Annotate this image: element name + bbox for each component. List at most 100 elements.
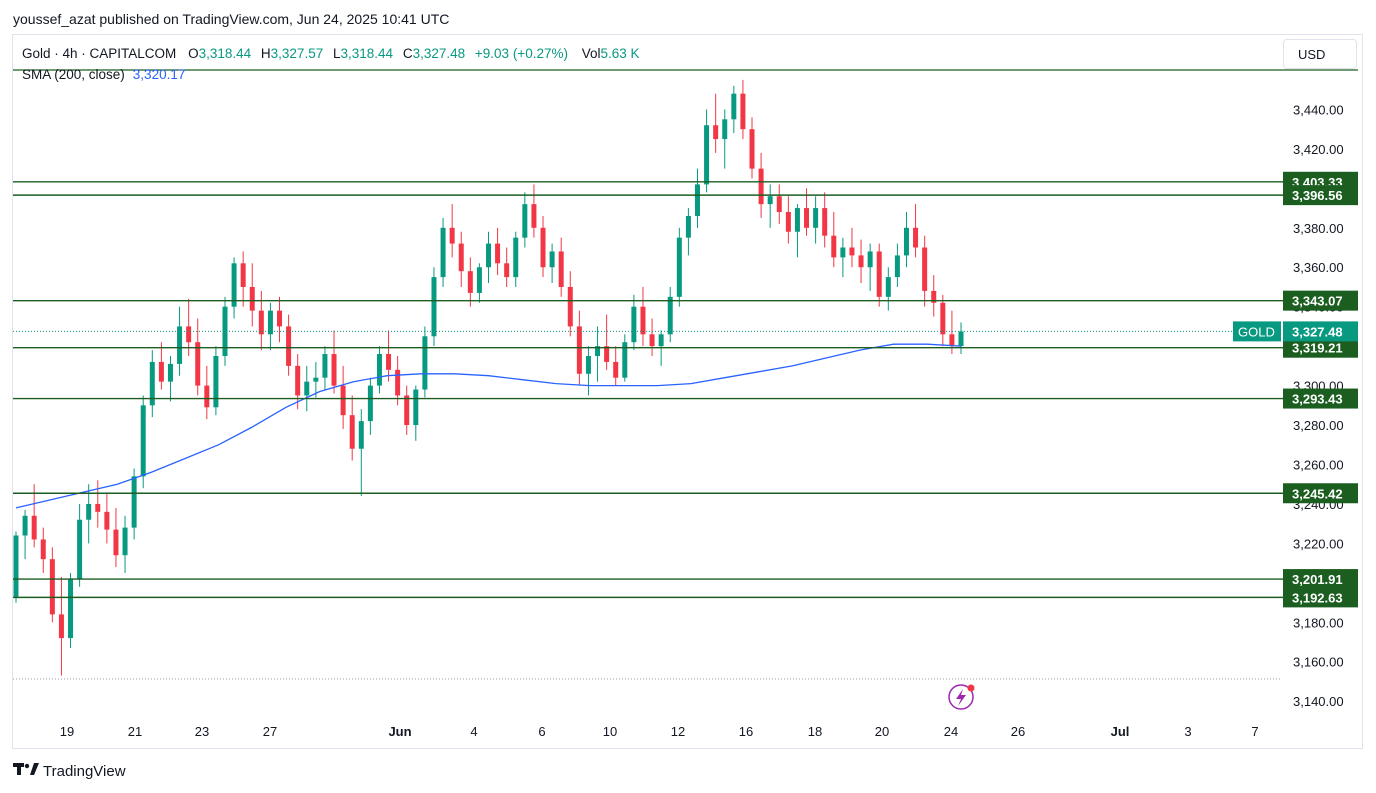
x-tick-label: 16 [739,724,753,739]
candle-body [767,196,773,205]
candle-body [731,93,737,120]
level-price-label: 3,201.91 [1292,572,1343,587]
candle-body [604,346,610,362]
candle-body [849,247,855,256]
candle-body [49,559,55,615]
level-price-label: 3,396.56 [1292,188,1343,203]
candle-body [195,342,201,386]
candle-body [913,227,919,248]
candles-group [13,79,964,676]
candle-body [894,255,900,278]
candle-body [504,263,510,278]
candle-body [31,515,37,540]
candle-body [286,326,292,366]
candle-body [458,243,464,272]
symbol-label[interactable]: Gold · 4h · CAPITALCOM [22,46,177,61]
y-tick-label: 3,140.00 [1293,694,1344,709]
candle-body [794,208,800,232]
high-label: H [260,46,271,61]
candle-body [104,511,110,530]
candle-body [358,421,364,449]
candle-body [576,326,582,374]
level-price-tag [1283,587,1358,608]
candle-body [204,385,210,408]
x-tick-label: Jul [1111,724,1130,739]
candle-body [58,614,64,639]
candle-body [595,346,601,357]
candle-body [413,389,419,426]
candle-body [785,212,791,232]
candle-body [676,237,682,297]
candle-body [322,354,328,378]
candle-body [495,243,501,264]
candle-body [704,125,710,185]
level-price-tag [1283,185,1358,206]
candle-body [822,208,828,236]
x-tick-label: 6 [538,724,545,739]
candle-body [86,503,92,520]
flash-glyph [956,689,966,706]
candle-body [431,277,437,337]
tradingview-logo[interactable]: TradingView [13,762,126,780]
candle-body [949,334,955,347]
x-tick-label: 7 [1251,724,1258,739]
candle-body [658,334,664,347]
close-value: 3,327.48 [412,46,466,61]
candle-body [95,503,101,512]
symbol-tag-label: GOLD [1238,324,1275,339]
candle-body [231,263,237,307]
currency-button[interactable]: USD [1283,39,1357,69]
candle-body [531,204,537,228]
sma-label: SMA (200, close) [22,67,125,82]
candle-body [694,184,700,216]
candle-body [122,527,128,556]
candle-body [213,356,219,408]
publisher-info: youssef_azat published on TradingView.co… [13,11,450,27]
candle-body [940,302,946,335]
candle-body [267,310,273,335]
candle-body [113,529,119,556]
candle-body [867,251,873,268]
level-price-tag [1283,569,1358,590]
candle-body [167,363,173,382]
candle-body [667,296,673,335]
event-dot [967,684,975,692]
candle-body [258,310,264,335]
sma-legend[interactable]: SMA (200, close) 3,320.17 [22,67,185,82]
x-tick-label: 3 [1184,724,1191,739]
y-tick-label: 3,420.00 [1293,142,1344,157]
level-price-tag [1283,483,1358,504]
candle-body [22,515,28,536]
sma-value: 3,320.17 [132,67,186,82]
candle-body [186,326,192,343]
y-tick-label: 3,280.00 [1293,418,1344,433]
candle-body [558,251,564,287]
candle-body [840,247,846,258]
candle-body [313,377,319,382]
candle-body [486,243,491,268]
x-tick-label: 19 [60,724,74,739]
ohlc-legend: Gold · 4h · CAPITALCOM O3,318.44 H3,327.… [22,46,640,61]
low-label: L [332,46,341,61]
candle-body [540,227,546,268]
last-price-tag [1283,321,1358,342]
y-tick-label: 3,160.00 [1293,655,1344,670]
candle-body [140,405,146,477]
candle-body [740,93,746,130]
candle-body [395,369,401,396]
candle-body [876,251,882,297]
candle-body [549,251,555,268]
candle-body [440,227,446,278]
level-price-label: 3,245.42 [1292,486,1343,501]
candle-body [476,267,482,293]
candle-body [340,385,346,416]
x-tick-label: Jun [388,724,411,739]
level-price-label: 3,343.07 [1292,294,1343,309]
x-tick-label: 20 [875,724,889,739]
candle-body [467,271,473,293]
tradingview-logo-text: TradingView [43,762,126,780]
volume-label: Vol [581,46,601,61]
x-tick-label: 27 [263,724,277,739]
x-tick-label: 4 [470,724,477,739]
